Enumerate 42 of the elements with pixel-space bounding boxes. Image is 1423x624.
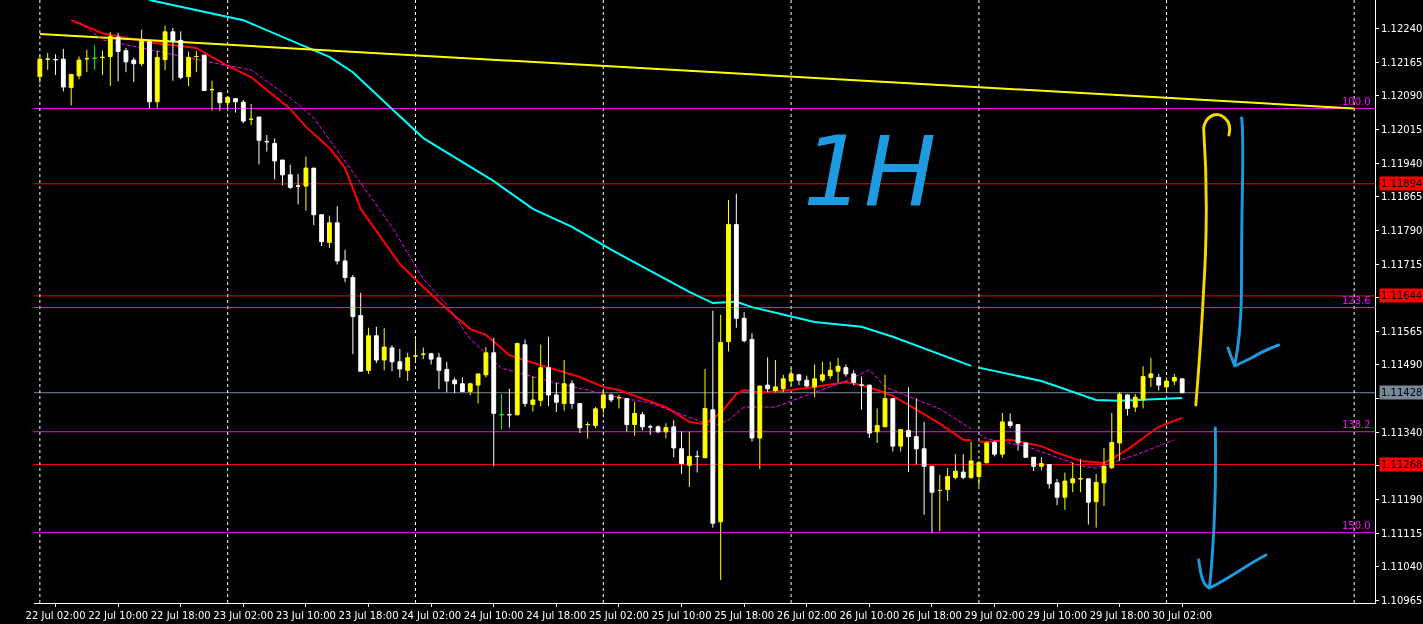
y-tick-label: 1.12240 [1380,23,1423,35]
y-tick-label: 1.11865 [1380,191,1423,203]
y-tick-label: 1.11040 [1380,561,1423,573]
y-tick-label: 1.11340 [1380,426,1423,438]
x-tick-label: 29 Jul 18:00 [1089,610,1150,621]
x-tick-label: 23 Jul 10:00 [275,610,336,621]
x-tick-label: 30 Jul 02:00 [1151,610,1212,621]
y-tick-label: 1.11715 [1380,258,1423,270]
y-tick-label: 1.11490 [1380,359,1423,371]
annotation: 100.0 [1341,96,1371,107]
ref-line-label: 1.11268 [1380,459,1423,470]
x-tick-label: 26 Jul 10:00 [839,610,900,621]
annotation: 150.0 [1341,520,1371,531]
x-tick-label: 24 Jul 18:00 [526,610,587,621]
x-tick-label: 22 Jul 02:00 [25,610,86,621]
x-tick-label: 25 Jul 02:00 [588,610,649,621]
annotation: 138.2 [1341,419,1371,430]
y-tick-label: 1.11790 [1380,224,1423,236]
y-tick-label: 1.11940 [1380,157,1423,169]
y-tick-label: 1.12015 [1380,124,1423,136]
ref-line-label: 1.11894 [1380,178,1423,189]
x-tick-label: 24 Jul 02:00 [401,610,462,621]
x-tick-label: 22 Jul 18:00 [150,610,211,621]
x-tick-label: 22 Jul 10:00 [88,610,149,621]
y-tick-label: 1.10965 [1380,594,1423,606]
annotation: 123.6 [1341,295,1371,306]
x-tick-label: 26 Jul 02:00 [776,610,837,621]
x-tick-label: 29 Jul 02:00 [964,610,1025,621]
y-tick-label: 1.11565 [1380,325,1423,337]
x-tick-label: 24 Jul 10:00 [463,610,524,621]
x-tick-label: 26 Jul 18:00 [901,610,962,621]
y-tick-label: 1.11190 [1380,493,1423,505]
y-tick-label: 1.12165 [1380,56,1423,68]
y-tick-label: 1.11115 [1380,527,1423,539]
x-tick-label: 23 Jul 18:00 [338,610,399,621]
x-tick-label: 23 Jul 02:00 [213,610,274,621]
ref-line-label: 1.11644 [1380,290,1423,301]
x-tick-label: 25 Jul 18:00 [714,610,775,621]
x-tick-label: 25 Jul 10:00 [651,610,712,621]
y-tick-label: 1.12090 [1380,90,1423,102]
ref-line-label: 1.11428 [1380,387,1423,398]
x-tick-label: 29 Jul 10:00 [1026,610,1087,621]
